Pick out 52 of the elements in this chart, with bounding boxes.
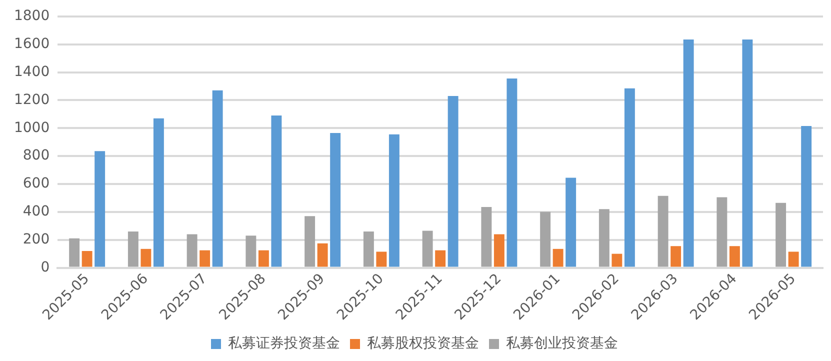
bar	[540, 212, 551, 267]
bar	[388, 134, 400, 267]
bar	[481, 207, 492, 267]
bar	[212, 90, 223, 267]
y-tick-label: 800	[22, 148, 50, 164]
bar	[658, 196, 668, 267]
legend-label: 私募证券投资基金	[228, 336, 340, 352]
y-tick-label: 400	[22, 204, 50, 220]
legend-label: 私募股权投资基金	[367, 336, 479, 352]
bar	[670, 246, 682, 267]
bar	[330, 133, 341, 267]
bar	[128, 231, 138, 267]
bar	[788, 252, 799, 267]
bar	[363, 231, 374, 267]
bar	[200, 250, 210, 267]
bar	[566, 178, 576, 267]
bar	[716, 197, 728, 267]
y-tick-label: 1200	[14, 92, 50, 108]
y-tick-label: 600	[22, 176, 50, 192]
bar	[435, 250, 446, 267]
bar	[801, 126, 812, 267]
bar	[258, 250, 269, 267]
bar	[729, 246, 740, 267]
bar	[271, 116, 282, 267]
bar	[624, 88, 635, 267]
bar	[742, 39, 753, 267]
bar	[94, 151, 106, 267]
bar	[304, 216, 316, 267]
legend-label: 私募创业投资基金	[506, 336, 618, 352]
bar	[552, 248, 564, 267]
bar	[448, 96, 458, 267]
bar	[506, 78, 518, 267]
y-tick-label: 1800	[14, 8, 50, 24]
bar	[69, 238, 80, 267]
bar	[376, 252, 387, 267]
bar	[153, 118, 164, 267]
bar	[82, 251, 92, 267]
bar	[317, 243, 328, 267]
bar	[776, 202, 786, 267]
bar	[186, 234, 198, 267]
y-tick-label: 1600	[14, 36, 50, 52]
y-tick-label: 1400	[14, 64, 50, 80]
bar	[246, 236, 256, 267]
bar	[683, 39, 694, 267]
bar	[422, 230, 433, 267]
y-tick-label: 0	[40, 259, 50, 276]
bar	[612, 254, 622, 267]
bar	[494, 234, 504, 267]
y-tick-label: 200	[22, 231, 50, 248]
bar	[598, 209, 610, 267]
bar	[140, 248, 152, 267]
y-tick-label: 1000	[14, 120, 50, 136]
